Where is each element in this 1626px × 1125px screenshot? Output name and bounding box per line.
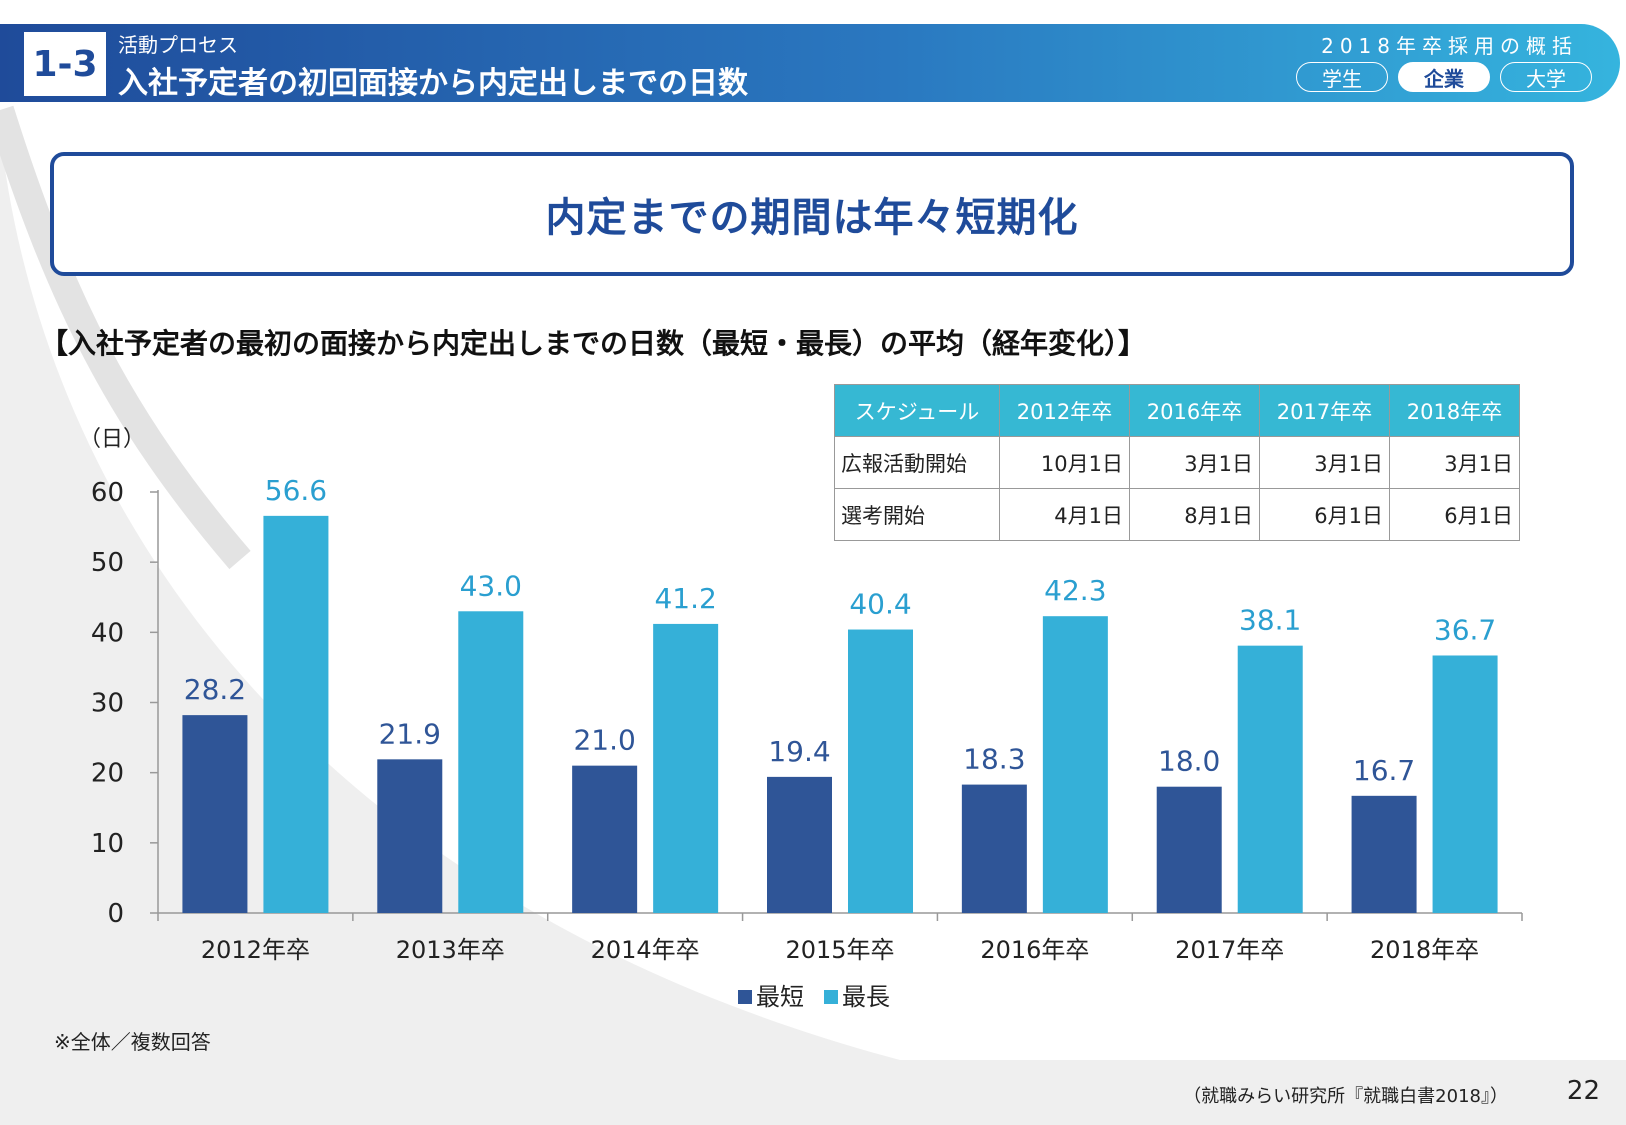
data-label: 18.0 bbox=[1158, 745, 1220, 778]
data-label: 42.3 bbox=[1044, 574, 1106, 607]
x-tick-label: 2018年卒 bbox=[1370, 936, 1479, 964]
schedule-cell: 3月1日 bbox=[1389, 436, 1520, 489]
y-tick-label: 50 bbox=[91, 548, 124, 578]
schedule-header-cell: 2016年卒 bbox=[1129, 384, 1260, 437]
bar-longest bbox=[1042, 616, 1108, 913]
header-bar: 1-3 活動プロセス 入社予定者の初回面接から内定出しまでの日数 2018年卒採… bbox=[0, 24, 1620, 102]
x-tick-label: 2016年卒 bbox=[980, 936, 1089, 964]
tab-students[interactable]: 学生 bbox=[1296, 62, 1388, 92]
legend-swatch bbox=[738, 990, 752, 1004]
bar-longest bbox=[1237, 645, 1303, 913]
section-category: 活動プロセス bbox=[118, 33, 238, 57]
schedule-cell: 8月1日 bbox=[1129, 488, 1260, 541]
schedule-cell: 3月1日 bbox=[1259, 436, 1390, 489]
legend-swatch bbox=[824, 990, 838, 1004]
data-label: 18.3 bbox=[963, 743, 1025, 776]
section-number: 1-3 bbox=[24, 32, 106, 96]
y-tick-label: 20 bbox=[91, 759, 124, 789]
schedule-cell: 4月1日 bbox=[999, 488, 1130, 541]
schedule-row: 選考開始 4月1日 8月1日 6月1日 6月1日 bbox=[834, 488, 1520, 541]
tab-universities[interactable]: 大学 bbox=[1500, 62, 1592, 92]
data-label: 16.7 bbox=[1353, 754, 1415, 787]
tab-companies[interactable]: 企業 bbox=[1398, 62, 1490, 92]
y-tick-label: 40 bbox=[91, 618, 124, 648]
schedule-header-cell: 2012年卒 bbox=[999, 384, 1130, 437]
schedule-row-label: 広報活動開始 bbox=[834, 436, 1000, 489]
data-label: 43.0 bbox=[460, 569, 522, 602]
data-label: 21.9 bbox=[379, 717, 441, 750]
bar-shortest bbox=[377, 759, 443, 913]
schedule-header-cell: 2017年卒 bbox=[1259, 384, 1390, 437]
bar-shortest bbox=[572, 765, 638, 913]
schedule-cell: 3月1日 bbox=[1129, 436, 1260, 489]
schedule-table: スケジュール 2012年卒 2016年卒 2017年卒 2018年卒 広報活動開… bbox=[834, 384, 1520, 541]
headline: 内定までの期間は年々短期化 bbox=[545, 195, 1079, 241]
schedule-cell: 10月1日 bbox=[999, 436, 1130, 489]
bar-shortest bbox=[182, 715, 248, 913]
y-tick-label: 0 bbox=[107, 899, 124, 929]
page-number: 22 bbox=[1566, 1076, 1600, 1106]
source-citation: （就職みらい研究所『就職白書2018』） bbox=[1183, 1086, 1508, 1107]
data-label: 21.0 bbox=[573, 724, 635, 757]
schedule-cell: 6月1日 bbox=[1259, 488, 1390, 541]
data-label: 56.6 bbox=[265, 474, 327, 507]
data-label: 36.7 bbox=[1434, 613, 1496, 646]
legend-label: 最長 bbox=[842, 983, 890, 1011]
y-tick-label: 60 bbox=[91, 478, 124, 508]
legend-label: 最短 bbox=[756, 983, 804, 1011]
bar-shortest bbox=[961, 784, 1027, 913]
x-tick-label: 2013年卒 bbox=[396, 936, 505, 964]
y-tick-label: 30 bbox=[91, 689, 124, 719]
schedule-header-cell: スケジュール bbox=[834, 384, 1000, 437]
headline-box: 内定までの期間は年々短期化 bbox=[50, 152, 1574, 276]
y-tick-label: 10 bbox=[91, 829, 124, 859]
audience-tabs: 学生 企業 大学 bbox=[1296, 62, 1592, 92]
schedule-header-row: スケジュール 2012年卒 2016年卒 2017年卒 2018年卒 bbox=[834, 384, 1520, 437]
data-label: 28.2 bbox=[184, 673, 246, 706]
bar-longest bbox=[848, 629, 913, 913]
overview-label: 2018年卒採用の概括 bbox=[1321, 34, 1578, 58]
x-tick-label: 2012年卒 bbox=[201, 936, 310, 964]
bar-longest bbox=[653, 623, 719, 913]
schedule-header-cell: 2018年卒 bbox=[1389, 384, 1520, 437]
bar-longest bbox=[458, 611, 524, 913]
schedule-row: 広報活動開始 10月1日 3月1日 3月1日 3月1日 bbox=[834, 436, 1520, 489]
data-label: 19.4 bbox=[768, 735, 830, 768]
y-axis-label: （日） bbox=[79, 427, 145, 452]
bar-shortest bbox=[767, 776, 832, 913]
bar-longest bbox=[263, 515, 329, 913]
x-tick-label: 2017年卒 bbox=[1175, 936, 1284, 964]
bar-shortest bbox=[1156, 786, 1222, 913]
schedule-row-label: 選考開始 bbox=[834, 488, 1000, 541]
schedule-cell: 6月1日 bbox=[1389, 488, 1520, 541]
data-label: 40.4 bbox=[849, 588, 911, 621]
page-title: 入社予定者の初回面接から内定出しまでの日数 bbox=[118, 66, 748, 101]
data-label: 38.1 bbox=[1239, 604, 1301, 637]
x-tick-label: 2015年卒 bbox=[785, 936, 894, 964]
bar-longest bbox=[1432, 655, 1498, 913]
bar-shortest bbox=[1351, 795, 1417, 913]
footnote: ※全体／複数回答 bbox=[54, 1030, 211, 1054]
chart-title: 【入社予定者の最初の面接から内定出しまでの日数（最短・最長）の平均（経年変化）】 bbox=[40, 327, 1147, 360]
data-label: 41.2 bbox=[654, 582, 716, 615]
x-tick-label: 2014年卒 bbox=[591, 936, 700, 964]
